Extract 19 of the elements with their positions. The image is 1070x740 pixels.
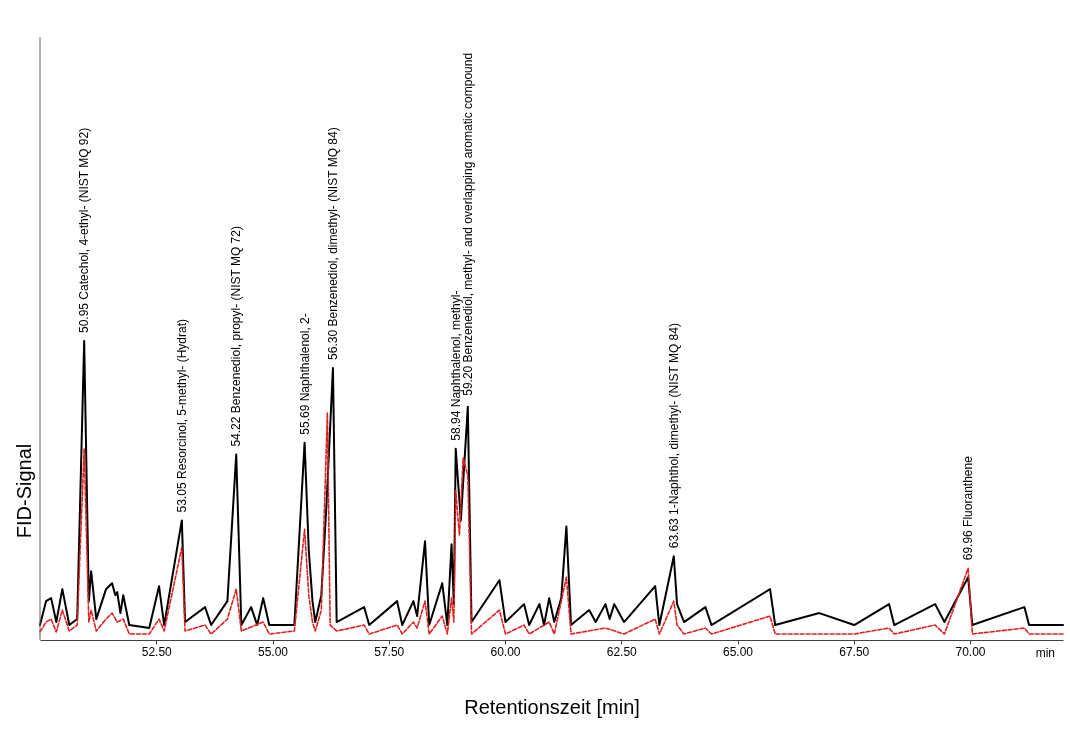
x-tick-label: 65.00 <box>722 644 754 659</box>
x-tick-label: 55.00 <box>257 644 289 659</box>
annotation: 63.63 1-Naphthol, dimethyl- (NIST MQ 84) <box>666 323 681 549</box>
annotation: 69.96 Fluoranthene <box>961 455 976 561</box>
x-tick-label: 60.00 <box>490 644 521 659</box>
annotation: 58.94 Naphthalenol, methyl- <box>448 290 463 441</box>
x-tick-label: 70.00 <box>955 644 986 659</box>
annotation: 56.30 Benzenediol, dimethyl- (NIST MQ 84) <box>325 127 340 360</box>
x-tick-label: 67.50 <box>839 644 870 659</box>
x-tick-label: 57.50 <box>374 644 405 659</box>
text: min <box>1035 646 1055 660</box>
x-tick-label: 62.50 <box>606 644 638 659</box>
y-axis-title: FID-Signal <box>12 443 35 539</box>
annotation: 55.69 Naphthalenol, 2- <box>297 313 312 435</box>
annotation: 54.22 Benzenediol, propyl- (NIST MQ 72) <box>229 226 244 447</box>
x-tick-label: 52.50 <box>141 644 173 659</box>
x-axis-title: Retentionszeit [min] <box>464 695 640 718</box>
annotation: 53.05 Resorcinol, 5-methyl- (Hydrat) <box>174 318 189 513</box>
annotation: 50.95 Catechol, 4-ethyl- (NIST MQ 92) <box>77 127 92 333</box>
